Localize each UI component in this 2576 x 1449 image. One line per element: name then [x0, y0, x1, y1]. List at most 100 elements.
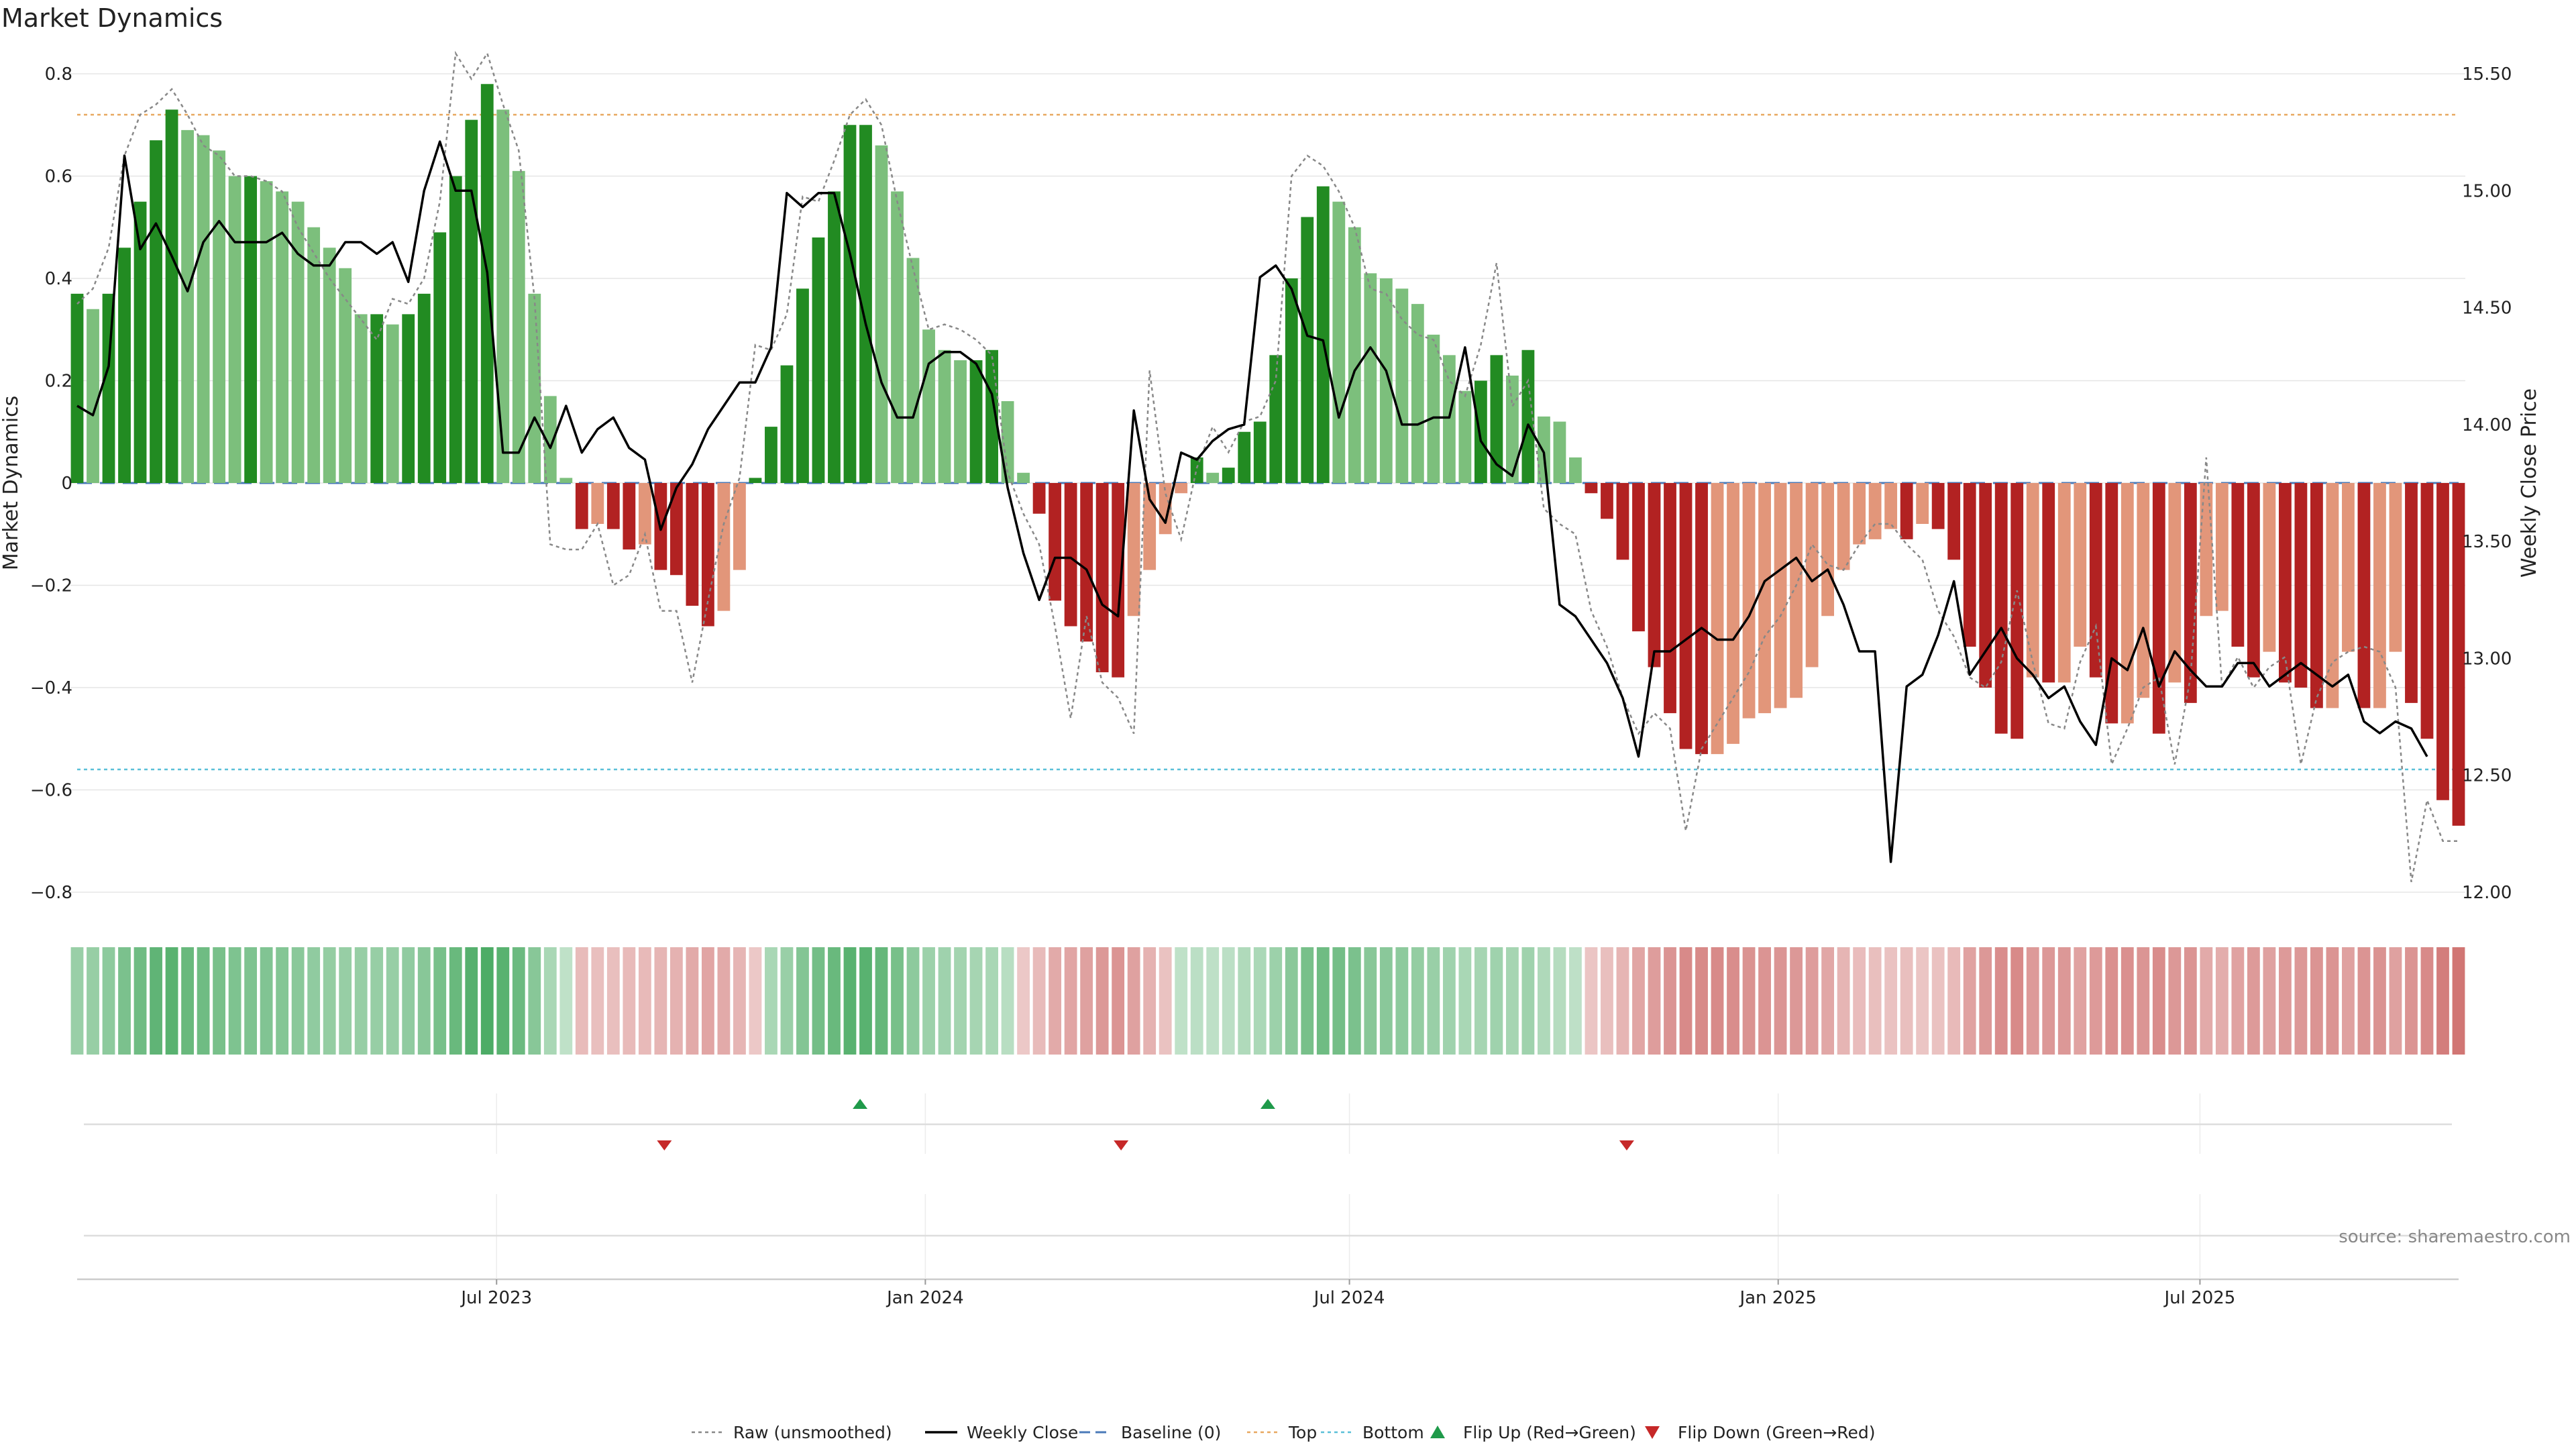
legend-swatch-flip-up	[1430, 1426, 1445, 1438]
heat-strip-cell	[1585, 947, 1598, 1055]
bar	[717, 483, 731, 611]
heat-strip-cell	[260, 947, 273, 1055]
heat-strip	[70, 947, 2465, 1055]
heat-strip-cell	[1900, 947, 1913, 1055]
heat-strip-cell	[954, 947, 967, 1055]
heat-strip-cell	[1159, 947, 1172, 1055]
bar	[2231, 483, 2245, 647]
bar	[244, 176, 258, 483]
heat-strip-cell	[1538, 947, 1550, 1055]
legend-label: Raw (unsmoothed)	[733, 1423, 892, 1442]
bar	[1175, 483, 1188, 494]
bar	[2105, 483, 2118, 724]
heat-strip-cell	[2184, 947, 2197, 1055]
bar	[1837, 483, 1850, 570]
legend-item-close: Weekly Close	[925, 1423, 1078, 1442]
heat-strip-cell	[165, 947, 178, 1055]
heat-strip-cell	[843, 947, 857, 1055]
bar	[543, 396, 557, 483]
bar	[1064, 483, 1077, 627]
heat-strip-cell	[1742, 947, 1756, 1055]
source-label: source: sharemaestro.com	[2339, 1227, 2571, 1247]
heat-strip-cell	[402, 947, 415, 1055]
bar	[1790, 483, 1803, 698]
flip-down-marker	[657, 1140, 672, 1150]
legend-item-flip_up: Flip Up (Red→Green)	[1430, 1423, 1636, 1442]
heat-strip-cell	[765, 947, 777, 1055]
bar	[2042, 483, 2055, 683]
heat-strip-cell	[906, 947, 920, 1055]
heat-strip-cell	[1379, 947, 1393, 1055]
heat-strip-cell	[891, 947, 904, 1055]
bar	[2137, 483, 2150, 698]
bar	[1853, 483, 1866, 545]
bar	[843, 125, 857, 483]
bar	[922, 329, 935, 483]
heat-strip-cell	[701, 947, 714, 1055]
heat-strip-cell	[1916, 947, 1929, 1055]
heat-strip-cell	[669, 947, 683, 1055]
heat-strip-cell	[449, 947, 462, 1055]
bar	[87, 309, 99, 483]
bar	[1112, 483, 1125, 678]
heat-strip-cell	[1648, 947, 1661, 1055]
bar	[796, 288, 809, 483]
heat-strip-cell	[1064, 947, 1077, 1055]
y-tick-label: −0.4	[30, 678, 72, 698]
heat-strip-cell	[1348, 947, 1361, 1055]
bar	[2121, 483, 2134, 724]
series-lines	[76, 50, 2459, 883]
market-dynamics-bars	[70, 84, 2465, 826]
heat-strip-cell	[1994, 947, 2008, 1055]
heat-strip-cell	[922, 947, 935, 1055]
heat-strip-cell	[1868, 947, 1882, 1055]
legend-item-raw: Raw (unsmoothed)	[692, 1423, 892, 1442]
heat-strip-cell	[339, 947, 352, 1055]
bar	[2342, 483, 2355, 652]
heat-strip-cell	[1316, 947, 1330, 1055]
heat-strip-cell	[1049, 947, 1062, 1055]
heat-strip-cell	[496, 947, 510, 1055]
heat-strip-cell	[1821, 947, 1835, 1055]
y2-tick-label: 15.00	[2462, 181, 2512, 201]
heat-strip-cell	[796, 947, 809, 1055]
heat-strip-cell	[1837, 947, 1850, 1055]
heat-strip-cell	[717, 947, 731, 1055]
heat-strip-cell	[2247, 947, 2260, 1055]
bar	[1994, 483, 2008, 734]
heat-strip-cell	[2074, 947, 2087, 1055]
right-axis-ticks: 15.50 15.00 14.50 14.00 13.50 13.00 12.50 12.00	[2462, 64, 2512, 903]
bar	[1379, 278, 1393, 483]
heat-strip-cell	[2420, 947, 2434, 1055]
heat-strip-cell	[1664, 947, 1676, 1055]
heat-strip-cell	[1032, 947, 1046, 1055]
heat-strip-cell	[2436, 947, 2449, 1055]
bar	[1159, 483, 1172, 535]
heat-strip-cell	[2452, 947, 2465, 1055]
heat-strip-cell	[1301, 947, 1314, 1055]
bar	[669, 483, 683, 576]
bar	[1947, 483, 1961, 560]
bar	[2184, 483, 2197, 703]
heat-strip-cell	[985, 947, 998, 1055]
heat-strip-cell	[1963, 947, 1976, 1055]
bar	[701, 483, 714, 627]
bar	[606, 483, 620, 529]
heat-strip-cell	[181, 947, 194, 1055]
heat-strip-cell	[1884, 947, 1898, 1055]
bar	[2373, 483, 2386, 708]
bar	[197, 135, 210, 483]
heat-strip-cell	[1112, 947, 1125, 1055]
bar	[2152, 483, 2165, 734]
bar	[417, 293, 431, 483]
bar	[433, 232, 447, 483]
bar	[1900, 483, 1913, 539]
bar	[1017, 472, 1030, 483]
y-tick-label: −0.2	[30, 576, 72, 596]
bar	[2263, 483, 2276, 652]
y-tick-label: −0.8	[30, 883, 72, 903]
right-axis-label: Weekly Close Price	[2518, 388, 2541, 578]
heat-strip-cell	[2152, 947, 2165, 1055]
bar	[828, 191, 841, 483]
bar	[969, 360, 983, 483]
